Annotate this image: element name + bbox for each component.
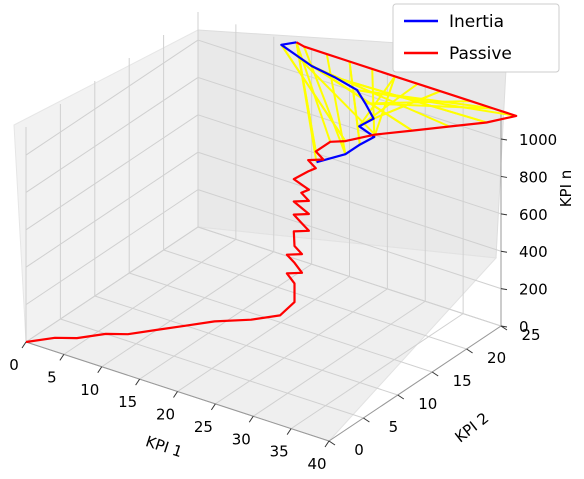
z-tick-mark xyxy=(500,175,508,178)
z-tick-label: 800 xyxy=(519,168,548,186)
connector-line xyxy=(325,53,347,155)
x-tick-label: 30 xyxy=(232,430,251,448)
grid-line-z-right xyxy=(197,151,502,252)
connector-line xyxy=(365,100,471,105)
y-tick-label: 15 xyxy=(453,372,472,390)
x-tick-label: 40 xyxy=(307,455,326,473)
grid-line-y-floor xyxy=(60,318,364,419)
y-tick-label: 5 xyxy=(389,418,399,436)
grid-line-x-floor xyxy=(290,313,464,430)
grid-line-y-floor xyxy=(94,295,398,396)
x-tick-mark xyxy=(286,428,292,435)
z-tick-label: 400 xyxy=(519,243,548,261)
x-tick-label: 15 xyxy=(118,393,137,411)
z-tick-mark xyxy=(500,213,508,216)
grid-line-x-floor xyxy=(252,300,426,417)
x-tick-label: 25 xyxy=(194,418,213,436)
z-tick-mark xyxy=(500,250,508,253)
x-tick-mark xyxy=(135,378,141,386)
z-tick-mark xyxy=(500,325,508,328)
connector-line xyxy=(358,75,396,127)
x-axis-label: KPI 1 xyxy=(143,432,184,461)
grid-line-z-right xyxy=(197,189,502,290)
z-axis-label: KPI n xyxy=(557,170,575,208)
y-tick-mark xyxy=(397,394,405,400)
grid-line-z-left xyxy=(25,226,199,343)
grid-line-z-left xyxy=(25,114,199,231)
x-tick-label: 5 xyxy=(47,368,57,386)
x-tick-mark xyxy=(248,415,254,423)
connector-line xyxy=(365,102,494,110)
y-tick-label: 0 xyxy=(354,441,364,459)
x-tick-label: 10 xyxy=(80,381,99,399)
grid-line-z-left xyxy=(25,77,199,193)
x-tick-label: 0 xyxy=(9,356,19,374)
x-tick-mark xyxy=(59,354,65,361)
grid-line-x-floor xyxy=(101,251,275,368)
legend-label-inertia: Inertia xyxy=(449,12,504,32)
y-axis-line xyxy=(328,325,502,442)
y-axis-label: KPI 2 xyxy=(452,409,493,446)
z-tick-mark xyxy=(500,138,508,141)
legend: Inertia Passive xyxy=(392,3,560,73)
connector-line xyxy=(373,90,441,120)
z-tick-label: 0 xyxy=(519,318,529,336)
z-tick-mark xyxy=(500,288,508,291)
grid-line-x-floor xyxy=(215,288,388,405)
connector-line xyxy=(373,76,396,138)
z-tick-label: 1000 xyxy=(519,131,557,149)
x-tick-mark xyxy=(173,391,178,398)
legend-label-passive: Passive xyxy=(449,44,512,64)
x-tick-mark xyxy=(324,440,330,448)
grid-line-z-right xyxy=(197,76,502,177)
y-tick-mark xyxy=(466,348,473,354)
y-tick-mark xyxy=(431,371,439,377)
grid-line-z-right xyxy=(197,226,502,327)
grid-line-z-left xyxy=(25,189,199,306)
grid-line-y-floor xyxy=(129,272,433,373)
panes xyxy=(13,29,508,442)
grid-line-y-floor xyxy=(163,249,467,350)
y-tick-mark xyxy=(363,417,370,423)
z-tick-label: 200 xyxy=(519,281,548,299)
grid-line-x-floor xyxy=(177,276,350,392)
x-tick-label: 20 xyxy=(156,406,175,424)
grid-line-z-right xyxy=(197,114,502,215)
connector-line xyxy=(348,61,361,145)
connector-line xyxy=(371,68,376,137)
connector-line xyxy=(295,42,318,163)
connector-line xyxy=(356,89,494,110)
x-tick-mark xyxy=(21,341,27,349)
series-group xyxy=(25,41,518,344)
x-tick-mark xyxy=(210,403,216,411)
series-line-inertia xyxy=(280,41,376,164)
series-line-passive xyxy=(25,41,518,344)
y-tick-mark xyxy=(328,440,336,446)
x-tick-mark xyxy=(97,366,103,374)
x-tick-label: 35 xyxy=(270,443,289,461)
connector-line xyxy=(358,82,419,128)
y-tick-label: 10 xyxy=(418,395,437,413)
grid-line-z-left xyxy=(25,151,199,268)
y-tick-label: 20 xyxy=(487,349,506,367)
grid-line-z-left xyxy=(25,39,199,156)
z-tick-label: 600 xyxy=(519,206,548,224)
y-tick-label: 25 xyxy=(521,326,540,344)
